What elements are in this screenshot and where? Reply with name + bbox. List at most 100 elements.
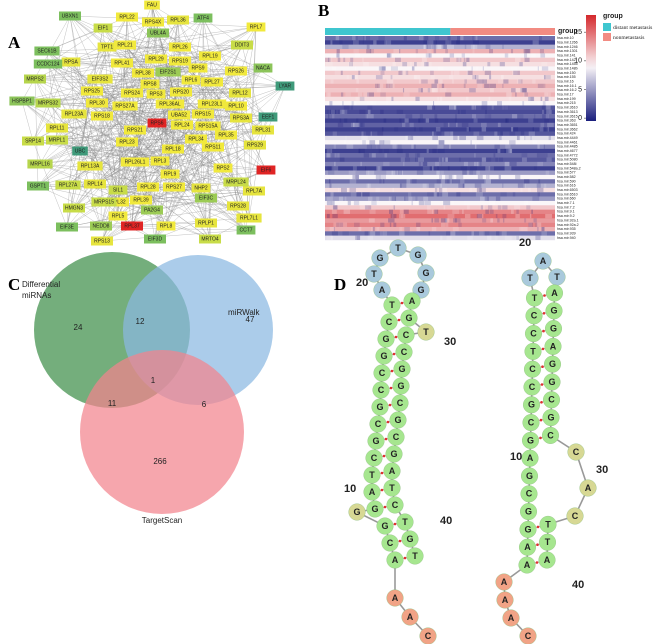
texture [344,118,348,123]
edge [73,16,128,115]
texture [520,88,527,93]
texture [456,57,462,63]
texture [474,153,476,158]
edge [69,15,181,62]
heat-row [325,79,555,84]
texture [445,222,449,227]
texture [451,200,455,206]
texture [392,187,394,193]
texture [418,96,420,102]
node-label: CCT7 [239,228,252,234]
position-number: 10 [510,451,522,463]
base-letter: G [353,507,360,517]
texture [500,192,507,197]
base-letter: C [525,631,532,641]
texture [512,70,518,76]
edge [37,32,159,187]
texture [409,122,414,128]
texture [356,79,360,84]
texture [432,131,434,136]
base-letter: C [397,398,404,408]
node-label: RPL32 [110,200,126,206]
base [397,326,415,344]
texture [469,187,472,193]
texture [405,114,413,119]
node [197,99,227,109]
texture [388,209,394,214]
texture [399,183,407,188]
texture [394,127,399,132]
texture [479,231,485,236]
edge [37,150,81,187]
texture [427,40,434,45]
texture [343,174,349,180]
texture [471,44,475,50]
texture [415,200,418,206]
base [538,551,556,569]
texture [528,96,535,102]
base [523,396,541,414]
texture [434,209,439,214]
texture [544,109,549,115]
texture [389,83,395,89]
texture [334,70,341,76]
edge [32,16,128,142]
texture [379,53,384,58]
panel-letter: B [318,1,329,20]
texture [418,88,423,93]
set-label: Differential [22,280,60,289]
texture [499,135,502,141]
heat-row [325,174,555,180]
base-letter: T [371,269,377,279]
texture [482,66,484,71]
region-count: 47 [246,315,255,324]
node-label: ATF4 [197,16,209,22]
heat-row [325,114,555,119]
texture [424,62,429,67]
edge [70,61,161,162]
texture [407,135,414,141]
texture [434,79,438,84]
texture [450,131,454,136]
base [373,281,391,299]
colorbar-label: 5 [578,86,582,93]
texture [466,205,470,210]
base-letter: G [524,524,531,534]
texture [359,109,366,115]
texture [358,70,361,76]
texture [476,79,484,84]
base [522,414,540,432]
texture [466,66,471,71]
base-letter: A [369,487,376,497]
node [181,75,201,85]
node-label: GSPT1 [30,184,47,190]
texture [402,62,408,67]
pair-dot [392,352,396,356]
texture [453,218,457,223]
texture [471,231,475,236]
edge [147,79,192,188]
colorbar-label: 10 [574,58,582,65]
pair-dot [388,403,392,407]
texture [416,222,421,227]
edge [73,122,158,209]
texture [521,157,527,162]
texture [471,105,476,110]
pair-dot [535,561,539,564]
node-label: NHP2 [194,186,208,192]
texture [540,122,545,128]
pair-dot [541,347,545,351]
edge [245,26,257,231]
base-letter: G [380,351,387,361]
texture [489,209,494,214]
row-label: hsa.mir.17 [557,93,574,97]
texture [478,161,482,167]
texture [358,226,362,232]
node [27,181,49,191]
texture [447,36,451,41]
base [371,249,389,267]
region-count: 6 [202,400,207,409]
node-label: RPL13A [81,164,100,170]
texture [470,140,472,145]
texture [330,192,334,197]
